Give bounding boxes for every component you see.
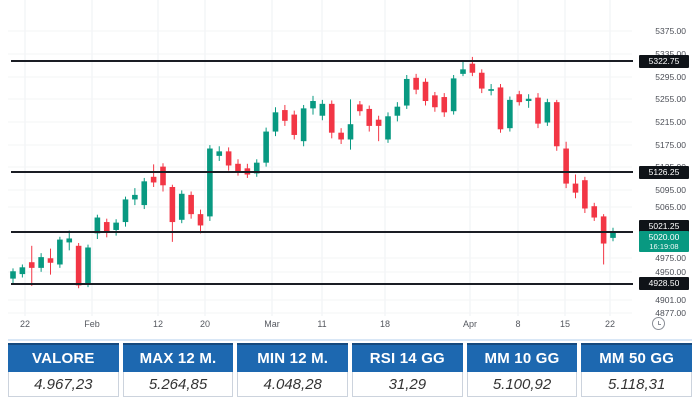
table-value-cell: 4.967,23	[8, 372, 119, 397]
price-level-badge: 5021.25	[639, 220, 689, 234]
price-tick-label: 5065.00	[655, 201, 686, 212]
price-tick-label: 4877.00	[655, 308, 686, 319]
summary-table: VALORE 4.967,23 MAX 12 M. 5.264,85 MIN 1…	[8, 339, 693, 397]
summary-column: VALORE 4.967,23	[8, 343, 119, 397]
last-price-badge: 5020.00 16:19:08	[639, 231, 689, 253]
candlestick-chart[interactable]: 5375.00 5335.00 5295.00 5255.00 5215.00 5175.…	[0, 0, 700, 337]
time-tick-label: 15	[559, 319, 571, 329]
price-level-badge: 5126.25	[639, 165, 689, 179]
table-header-cell: RSI 14 GG	[352, 343, 463, 372]
price-level-badge: 5322.75	[639, 54, 689, 68]
price-tick-label: 5095.00	[655, 184, 686, 195]
summary-column: MIN 12 M. 4.048,28	[237, 343, 349, 397]
price-tick-label: 5255.00	[655, 94, 686, 105]
summary-column: MM 50 GG 5.118,31	[581, 343, 693, 397]
table-header-cell: MM 10 GG	[466, 343, 578, 372]
table-value-cell: 5.264,85	[122, 372, 234, 397]
price-tick-label: 5175.00	[655, 139, 686, 150]
timezone-clock-icon[interactable]	[652, 317, 665, 330]
table-value-cell: 31,29	[352, 372, 463, 397]
time-tick-label: 11	[317, 319, 327, 329]
table-header-cell: MM 50 GG	[581, 343, 693, 372]
price-tick-label: 4975.00	[655, 252, 686, 263]
time-tick-label: 18	[379, 319, 391, 329]
summary-column: RSI 14 GG 31,29	[352, 343, 463, 397]
price-tick-label: 5215.00	[655, 116, 686, 127]
time-tick-label: 8	[515, 319, 521, 329]
time-tick-label: 12	[152, 319, 164, 329]
price-tick-label: 5295.00	[655, 71, 686, 82]
price-level-badge: 4928.50	[639, 277, 689, 291]
price-tick-label: 4901.00	[655, 294, 686, 305]
table-value-cell: 5.118,31	[581, 372, 693, 397]
summary-column: MM 10 GG 5.100,92	[466, 343, 578, 397]
time-tick-label: 22	[604, 319, 616, 329]
table-header-cell: MIN 12 M.	[237, 343, 349, 372]
price-tick-label: 5375.00	[655, 26, 686, 37]
summary-column: MAX 12 M. 5.264,85	[122, 343, 234, 397]
time-tick-label: Apr	[462, 319, 478, 329]
table-header-cell: MAX 12 M.	[122, 343, 234, 372]
time-tick-label: Feb	[84, 319, 100, 329]
table-header-cell: VALORE	[8, 343, 119, 372]
time-tick-label: Mar	[264, 319, 280, 329]
table-value-cell: 4.048,28	[237, 372, 349, 397]
time-tick-label: 20	[199, 319, 211, 329]
bar-countdown: 16:19:08	[649, 242, 679, 252]
price-tick-label: 5335.00	[655, 49, 686, 59]
table-value-cell: 5.100,92	[466, 372, 578, 397]
price-tick-label: 4950.00	[655, 266, 686, 277]
chart-canvas[interactable]	[0, 0, 700, 337]
time-tick-label: 22	[19, 319, 31, 329]
last-price-value: 5020.00	[648, 232, 680, 243]
